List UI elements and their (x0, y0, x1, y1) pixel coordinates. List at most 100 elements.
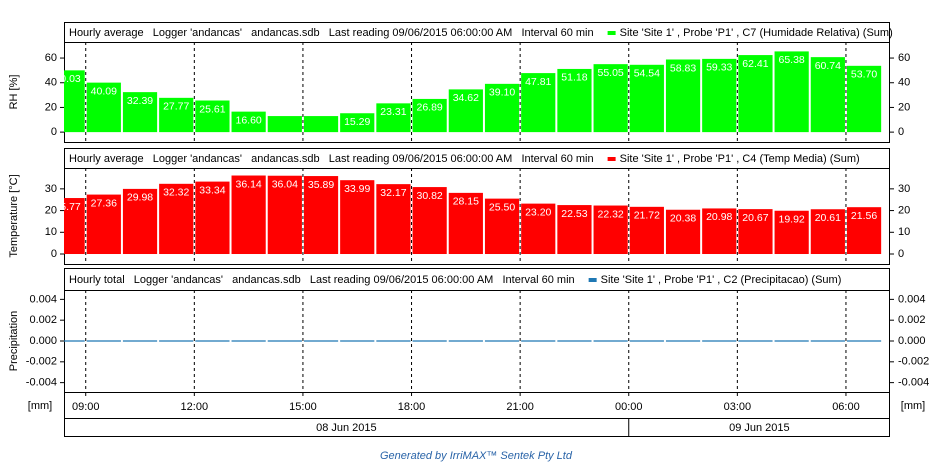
bar (231, 111, 266, 133)
y-tick-label: -0.004 (898, 377, 929, 389)
data-label: 21.72 (634, 210, 660, 222)
data-label: 28.15 (453, 196, 479, 208)
bar (484, 83, 520, 133)
data-label: 59.33 (706, 62, 732, 74)
data-label: 20.38 (670, 213, 696, 225)
data-label: 50.03 (54, 73, 80, 85)
y-tick-label: 20 (45, 101, 57, 113)
y-tick-label: 20 (898, 204, 910, 216)
bar (629, 64, 664, 133)
y-axis-label: RH [%] (8, 75, 20, 110)
data-label: 22.53 (561, 208, 587, 220)
data-label: 60.74 (815, 60, 841, 72)
bar (738, 55, 773, 133)
plot-area: 25.77 27.36 29.98 32.32 33.34 36.14 36.04 35.89… (54, 175, 882, 255)
data-label: 15.29 (344, 116, 370, 128)
bar (665, 209, 701, 255)
bar (159, 183, 194, 255)
y-tick-label: 0 (898, 248, 904, 260)
bar (267, 116, 302, 133)
data-label: 32.17 (380, 187, 406, 199)
data-label: 34.62 (453, 92, 479, 104)
legend-entry: Site 'Site 1' , Probe 'P1' , C2 (Precipi… (601, 274, 842, 286)
bar (521, 203, 556, 255)
bar (521, 73, 556, 133)
unit-label: [mm] (901, 400, 925, 412)
data-label: 25.77 (54, 201, 80, 213)
bar (774, 51, 809, 133)
y-tick-label: -0.004 (26, 377, 57, 389)
data-label: 54.54 (634, 68, 660, 80)
y-tick-label: 60 (898, 52, 910, 64)
panel-header: Hourly average Logger 'andancas' andanca… (69, 153, 594, 165)
bar (810, 57, 845, 133)
y-tick-label: 0 (898, 126, 904, 138)
bar (665, 59, 701, 133)
x-tick-label: 03:00 (724, 401, 752, 413)
bar (557, 205, 592, 255)
bar (810, 209, 845, 255)
data-label: 32.32 (163, 187, 189, 199)
y-tick-label: 0.004 (898, 293, 926, 305)
bar (195, 181, 230, 255)
bar (64, 70, 85, 133)
bar (557, 68, 592, 133)
data-label: 27.77 (163, 101, 189, 113)
bar (846, 207, 882, 255)
x-tick-label: 00:00 (615, 401, 643, 413)
data-label: 23.31 (380, 106, 406, 118)
data-label: 20.98 (706, 211, 732, 223)
legend-swatch (588, 278, 597, 282)
plot-area: 50.03 40.09 32.39 27.77 25.61 16.60 15.29 23.31… (54, 51, 882, 133)
data-label: 65.38 (779, 54, 805, 66)
data-label: 19.92 (779, 214, 805, 226)
data-label: 35.89 (308, 179, 334, 191)
bar (412, 187, 447, 255)
bar (340, 113, 375, 133)
x-tick-label: 21:00 (506, 401, 534, 413)
y-tick-label: 20 (45, 204, 57, 216)
y-tick-label: 0.002 (898, 314, 926, 326)
legend-swatch (607, 31, 616, 35)
bar (231, 175, 266, 255)
y-axis-label: Precipitation (8, 311, 20, 372)
y-tick-label: -0.002 (26, 356, 57, 368)
bar (195, 100, 230, 133)
bar (303, 176, 339, 255)
bar (702, 58, 737, 133)
x-tick-label: 06:00 (832, 401, 860, 413)
date-label: 09 Jun 2015 (729, 422, 790, 434)
data-label: 26.89 (416, 102, 442, 114)
bar (122, 92, 158, 133)
y-tick-label: 30 (45, 183, 57, 195)
bar (340, 180, 375, 255)
x-tick-label: 12:00 (181, 401, 209, 413)
y-tick-label: -0.002 (898, 356, 929, 368)
data-label: 62.41 (742, 58, 768, 70)
data-label: 16.60 (235, 114, 261, 126)
data-label: 51.18 (561, 72, 587, 84)
data-label: 23.20 (525, 206, 551, 218)
data-label: 20.67 (742, 212, 768, 224)
legend-swatch (607, 157, 616, 161)
y-tick-label: 40 (898, 77, 910, 89)
y-tick-label: 0 (51, 126, 57, 138)
data-label: 27.36 (91, 197, 117, 209)
data-label: 21.56 (851, 210, 877, 222)
bar (448, 89, 483, 133)
data-label: 25.61 (199, 103, 225, 115)
data-label: 30.82 (416, 190, 442, 202)
y-tick-label: 10 (45, 226, 57, 238)
y-tick-label: 0.000 (898, 335, 926, 347)
date-label: 08 Jun 2015 (316, 422, 377, 434)
data-label: 22.32 (598, 208, 624, 220)
y-tick-label: 40 (45, 77, 57, 89)
bar (303, 116, 339, 133)
data-label: 36.04 (272, 179, 298, 191)
bar (376, 103, 411, 133)
x-tick-label: 09:00 (72, 401, 100, 413)
data-label: 55.05 (598, 67, 624, 79)
data-label: 58.83 (670, 62, 696, 74)
bar (267, 175, 302, 255)
data-label: 33.99 (344, 183, 370, 195)
